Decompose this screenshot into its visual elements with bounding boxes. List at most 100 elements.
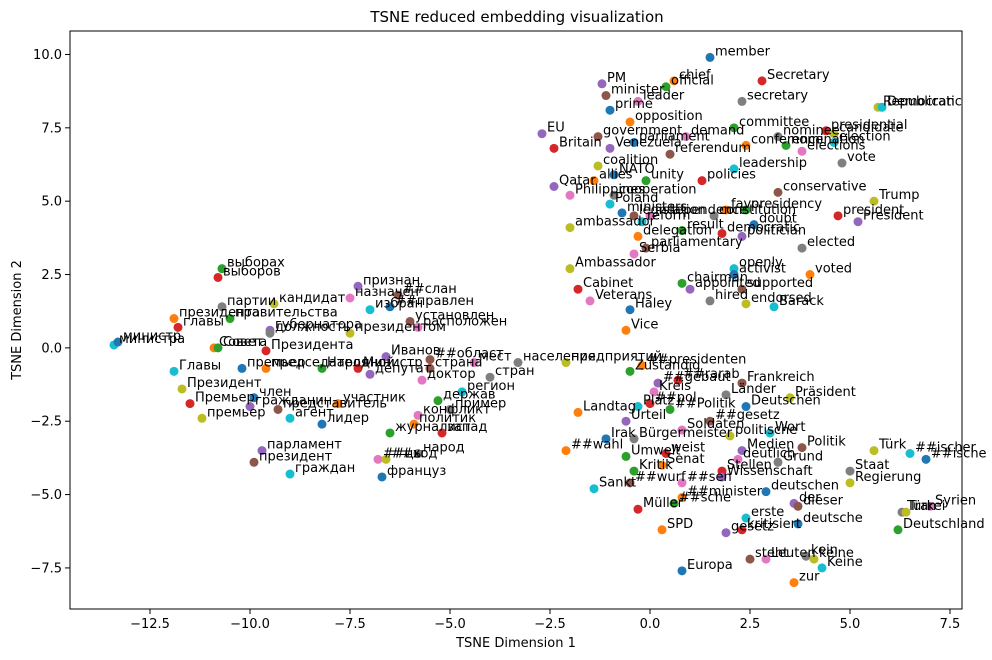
data-point — [381, 454, 391, 464]
data-point — [589, 176, 599, 186]
data-point — [685, 284, 695, 294]
x-tick-label: −5.0 — [434, 617, 466, 632]
point-label: result — [687, 218, 724, 233]
data-point — [261, 346, 271, 356]
point-label: chairman — [687, 270, 748, 285]
data-point — [445, 404, 455, 414]
data-point — [457, 387, 467, 397]
point-label: ##pol — [655, 391, 697, 406]
point-label: PM — [607, 71, 626, 86]
data-point — [761, 487, 771, 497]
data-point — [765, 428, 775, 438]
data-point — [565, 190, 575, 200]
data-point — [829, 137, 839, 147]
point-label: supported — [747, 276, 813, 291]
data-point — [797, 443, 807, 453]
data-point — [417, 375, 427, 385]
x-tick-label: 0.0 — [640, 617, 661, 632]
point-label: kritisiert — [747, 517, 801, 532]
point-label: Frankreich — [747, 370, 815, 385]
point-label: президент — [259, 449, 333, 464]
point-label: Senat — [667, 452, 705, 467]
point-label: election — [839, 129, 891, 144]
data-point — [385, 428, 395, 438]
point-label: presidency — [751, 197, 822, 212]
point-label: назначен — [355, 285, 419, 300]
data-point — [625, 305, 635, 315]
point-label: мест — [479, 350, 512, 365]
point-label: ##wurf — [635, 470, 686, 485]
y-tick-label: 10.0 — [33, 48, 62, 63]
data-point — [901, 507, 911, 517]
data-point — [817, 563, 827, 573]
data-point — [805, 270, 815, 280]
data-point — [413, 448, 423, 458]
point-label: Müller — [643, 496, 684, 511]
data-point — [625, 117, 635, 127]
point-label: Platz — [643, 394, 675, 409]
point-label: кандидат — [279, 291, 346, 306]
point-label: журналист — [395, 420, 471, 435]
data-point — [621, 416, 631, 426]
data-point — [605, 199, 615, 209]
data-point — [709, 211, 719, 221]
point-label: ##ischer — [915, 440, 977, 455]
point-label: Venezuela — [615, 135, 682, 150]
data-point — [637, 217, 647, 227]
point-label: Sankt — [599, 476, 636, 491]
data-point — [217, 302, 227, 312]
y-tick-label: 2.5 — [41, 268, 62, 283]
data-point — [353, 281, 363, 291]
plot-frame — [69, 30, 963, 610]
data-point — [789, 578, 799, 588]
point-label: держав — [443, 388, 496, 403]
data-point — [485, 372, 495, 382]
data-point — [645, 399, 655, 409]
data-point — [633, 96, 643, 106]
data-point — [605, 105, 615, 115]
y-tick-label: −2.5 — [30, 415, 62, 430]
point-label: hired — [715, 288, 748, 303]
point-label: activist — [739, 262, 786, 277]
x-tick-label: −7.5 — [334, 617, 366, 632]
point-label: Президент — [187, 376, 262, 391]
data-point — [629, 137, 639, 147]
data-point — [641, 243, 651, 253]
point-label: Президента — [271, 338, 353, 353]
point-label: cooperation — [619, 182, 697, 197]
point-label: пример — [455, 396, 506, 411]
data-point — [633, 402, 643, 412]
data-point — [797, 146, 807, 156]
point-label: prime — [615, 97, 653, 112]
point-label: leader — [643, 88, 685, 103]
data-point — [637, 360, 647, 370]
point-label: Irak — [611, 426, 636, 441]
data-point — [405, 316, 415, 326]
data-point — [365, 305, 375, 315]
data-point — [829, 129, 839, 139]
data-point — [629, 249, 639, 259]
data-point — [793, 519, 803, 529]
data-point — [393, 290, 403, 300]
data-point — [741, 140, 751, 150]
point-label: democratic — [727, 220, 800, 235]
data-point — [705, 416, 715, 426]
point-label: Poland — [615, 191, 658, 206]
data-point — [665, 149, 675, 159]
point-label: SPD — [667, 517, 693, 532]
point-label: главы — [183, 314, 224, 329]
data-point — [333, 399, 343, 409]
x-tick-label: 2.5 — [740, 617, 761, 632]
point-label: Präsident — [795, 385, 856, 400]
point-label: ##minister — [687, 485, 763, 500]
point-label: председателя — [271, 355, 369, 370]
data-point — [409, 419, 419, 429]
point-label: nominee — [783, 124, 840, 139]
data-point — [261, 363, 271, 373]
data-point — [737, 446, 747, 456]
point-label: parliamentary — [651, 235, 743, 250]
data-point — [657, 525, 667, 535]
data-point — [785, 393, 795, 403]
data-point — [257, 446, 267, 456]
point-label: ##правлен — [395, 294, 474, 309]
